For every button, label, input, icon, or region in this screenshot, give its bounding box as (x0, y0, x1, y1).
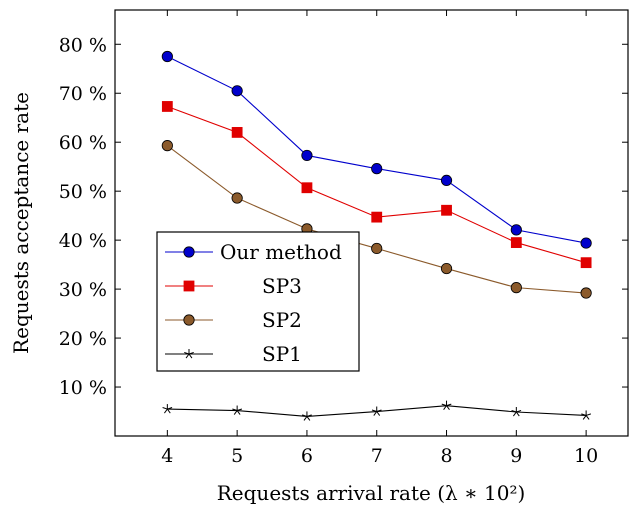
x-tick-label: 9 (510, 445, 522, 467)
series-sp3 (161, 101, 592, 269)
legend-marker (183, 246, 195, 258)
x-tick-label: 8 (440, 445, 452, 467)
data-point (231, 127, 243, 138)
data-point (441, 400, 452, 410)
x-axis-title: Requests arrival rate (λ ∗ 10²) (217, 481, 526, 505)
x-tick-label: 5 (231, 445, 243, 467)
series-our-method (161, 50, 592, 249)
legend-label: Our method (220, 240, 342, 264)
y-tick-label: 80 % (59, 34, 107, 56)
x-tick-label: 6 (301, 445, 313, 467)
series-layer (161, 50, 592, 421)
y-axis-title: Requests acceptance rate (9, 92, 33, 354)
data-point (301, 149, 313, 162)
legend-label: SP2 (262, 308, 302, 332)
data-point (580, 287, 592, 299)
data-point (511, 407, 522, 417)
legend-marker (183, 314, 195, 326)
data-point (161, 50, 173, 63)
y-axis: 10 % 20 % 30 % 40 % 50 % 60 % 70 % 80 % (59, 34, 628, 399)
data-point (510, 237, 522, 248)
series-sp2 (161, 140, 592, 299)
x-tick-label: 7 (371, 445, 383, 467)
data-point (580, 257, 592, 269)
data-point (371, 406, 382, 416)
data-point (510, 224, 522, 236)
data-point (161, 140, 173, 152)
y-tick-label: 60 % (59, 132, 107, 154)
y-tick-label: 30 % (59, 279, 107, 301)
x-axis: 4 5 6 7 8 9 10 (161, 10, 598, 467)
legend-label: SP3 (262, 274, 302, 298)
data-point (581, 410, 592, 420)
data-point (301, 182, 313, 194)
legend-entry: Our method (165, 240, 342, 264)
legend-label: SP1 (262, 342, 302, 366)
legend-marker (184, 349, 194, 359)
legend-marker (183, 280, 195, 292)
x-tick-label: 4 (161, 445, 173, 467)
data-point (371, 242, 383, 255)
x-tick-label: 10 (574, 445, 598, 467)
y-tick-label: 50 % (59, 181, 107, 203)
data-point (231, 85, 243, 97)
data-point (161, 101, 173, 112)
legend-entry: SP3 (165, 274, 302, 298)
data-point (441, 204, 452, 216)
y-tick-label: 10 % (59, 377, 107, 399)
data-point (302, 411, 312, 421)
legend-entry: SP1 (165, 342, 302, 366)
data-point (371, 211, 383, 223)
series-sp1 (162, 400, 592, 421)
data-point (440, 174, 453, 186)
plot-frame (114, 9, 629, 437)
data-point (580, 237, 592, 249)
data-point (232, 405, 243, 415)
legend-entry: SP2 (165, 308, 302, 332)
data-point (440, 262, 453, 275)
data-point (231, 192, 243, 204)
data-point (510, 282, 522, 294)
y-tick-label: 20 % (59, 328, 107, 350)
data-point (162, 404, 173, 414)
data-point (371, 163, 383, 175)
legend: Our method SP3 SP2 SP1 (156, 231, 360, 372)
y-tick-label: 70 % (59, 83, 107, 105)
y-tick-label: 40 % (59, 230, 107, 252)
